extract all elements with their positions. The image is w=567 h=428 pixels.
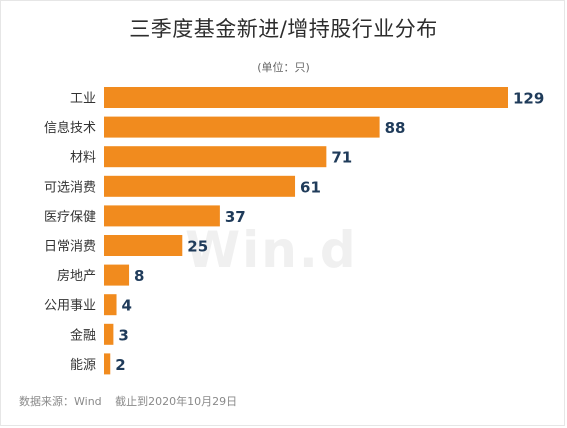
plot-area: 工业 129 信息技术 88 材料 71 可选消费 61 医疗保健 37 日常消费 25 房地产 8 公用事… (1, 81, 566, 381)
bar (104, 264, 130, 286)
value-label: 25 (187, 238, 208, 256)
category-label: 信息技术 (44, 120, 96, 136)
category-label: 房地产 (57, 268, 96, 284)
bar (104, 323, 114, 345)
category-label: 材料 (70, 151, 96, 166)
bar (104, 175, 296, 197)
category-label: 日常消费 (44, 240, 96, 255)
category-label: 公用事业 (44, 299, 96, 314)
category-label: 能源 (70, 358, 96, 373)
unit-label: (单位：只) (257, 61, 310, 74)
value-label: 129 (513, 90, 544, 108)
category-label: 医疗保健 (44, 210, 96, 225)
bar (104, 353, 111, 375)
value-label: 37 (225, 208, 246, 226)
source-label: 数据来源：Wind (19, 395, 102, 408)
bar (104, 146, 327, 168)
bar (104, 116, 380, 138)
cutoff-date: 截止到2020年10月29日 (115, 395, 238, 408)
bar (104, 235, 183, 256)
category-label: 可选消费 (44, 180, 96, 195)
chart-title: 三季度基金新进/增持股行业分布 (129, 17, 438, 41)
value-label: 2 (115, 356, 125, 374)
value-label: 88 (385, 119, 406, 137)
bar (104, 294, 117, 316)
value-label: 4 (122, 297, 132, 315)
value-label: 3 (118, 326, 128, 344)
bar (104, 87, 508, 108)
value-label: 71 (331, 149, 352, 167)
value-label: 61 (300, 178, 321, 196)
bar-chart: 工业 129 信息技术 88 材料 71 可选消费 61 医疗保健 37 日常消费 25 房地产 8 公用事… (44, 87, 544, 375)
source-note: 数据来源：Wind 截止到2020年10月29日 (19, 393, 237, 409)
category-label: 金融 (70, 327, 96, 343)
wind-watermark: Win.d (185, 221, 358, 279)
bar (104, 205, 220, 227)
value-label: 8 (134, 267, 144, 285)
category-label: 工业 (70, 92, 96, 107)
